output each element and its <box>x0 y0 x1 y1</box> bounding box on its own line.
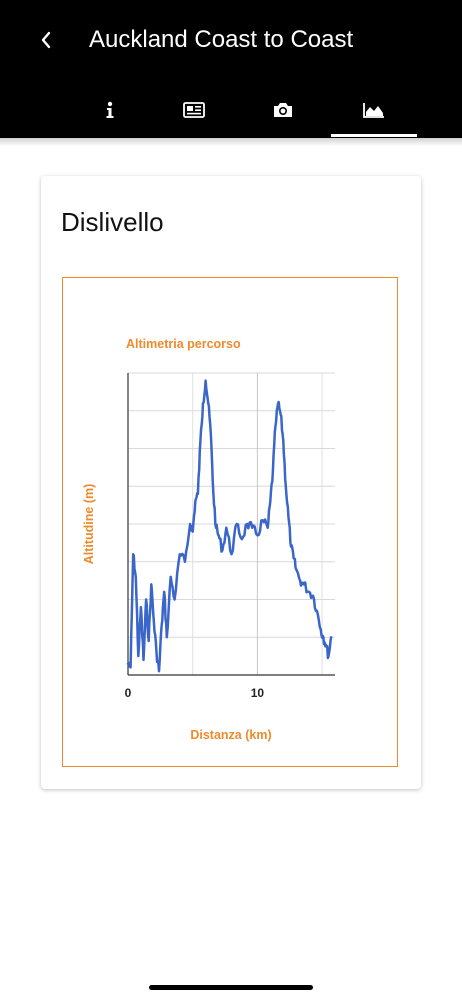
chart-frame: Altimetria percorso 0 10 Distanza (km) Al… <box>62 277 398 767</box>
y-axis-label: Altitudine (m) <box>82 484 96 565</box>
card-title: Dislivello <box>61 207 164 237</box>
info-icon <box>106 101 114 118</box>
area-chart-icon <box>363 103 384 118</box>
x-tick-labels: 0 10 <box>125 686 265 700</box>
chevron-left-icon <box>41 31 51 49</box>
newspaper-icon <box>183 102 205 118</box>
home-indicator <box>149 985 313 990</box>
chart-title: Altimetria percorso <box>126 337 241 351</box>
x-tick-label: 0 <box>125 686 132 700</box>
elevation-card: Dislivello Altimetria percorso 0 10 Dista… <box>41 176 421 789</box>
tab-photos[interactable] <box>241 86 325 134</box>
back-button[interactable] <box>30 24 62 56</box>
page-title: Auckland Coast to Coast <box>89 26 354 53</box>
chart-axes <box>127 373 335 676</box>
tab-news[interactable] <box>152 86 236 134</box>
header-shadow <box>0 138 462 146</box>
app-header: Auckland Coast to Coast <box>0 0 462 138</box>
tab-info[interactable] <box>68 86 152 134</box>
chart-grid <box>128 372 335 675</box>
camera-icon <box>274 103 292 117</box>
elevation-line <box>126 379 333 673</box>
elevation-chart: Altimetria percorso 0 10 Distanza (km) Al… <box>82 337 335 742</box>
x-tick-label: 10 <box>251 686 265 700</box>
tab-elevation[interactable] <box>332 86 416 134</box>
x-axis-label: Distanza (km) <box>190 728 271 742</box>
tab-bar <box>0 86 462 138</box>
active-tab-indicator <box>331 134 417 137</box>
